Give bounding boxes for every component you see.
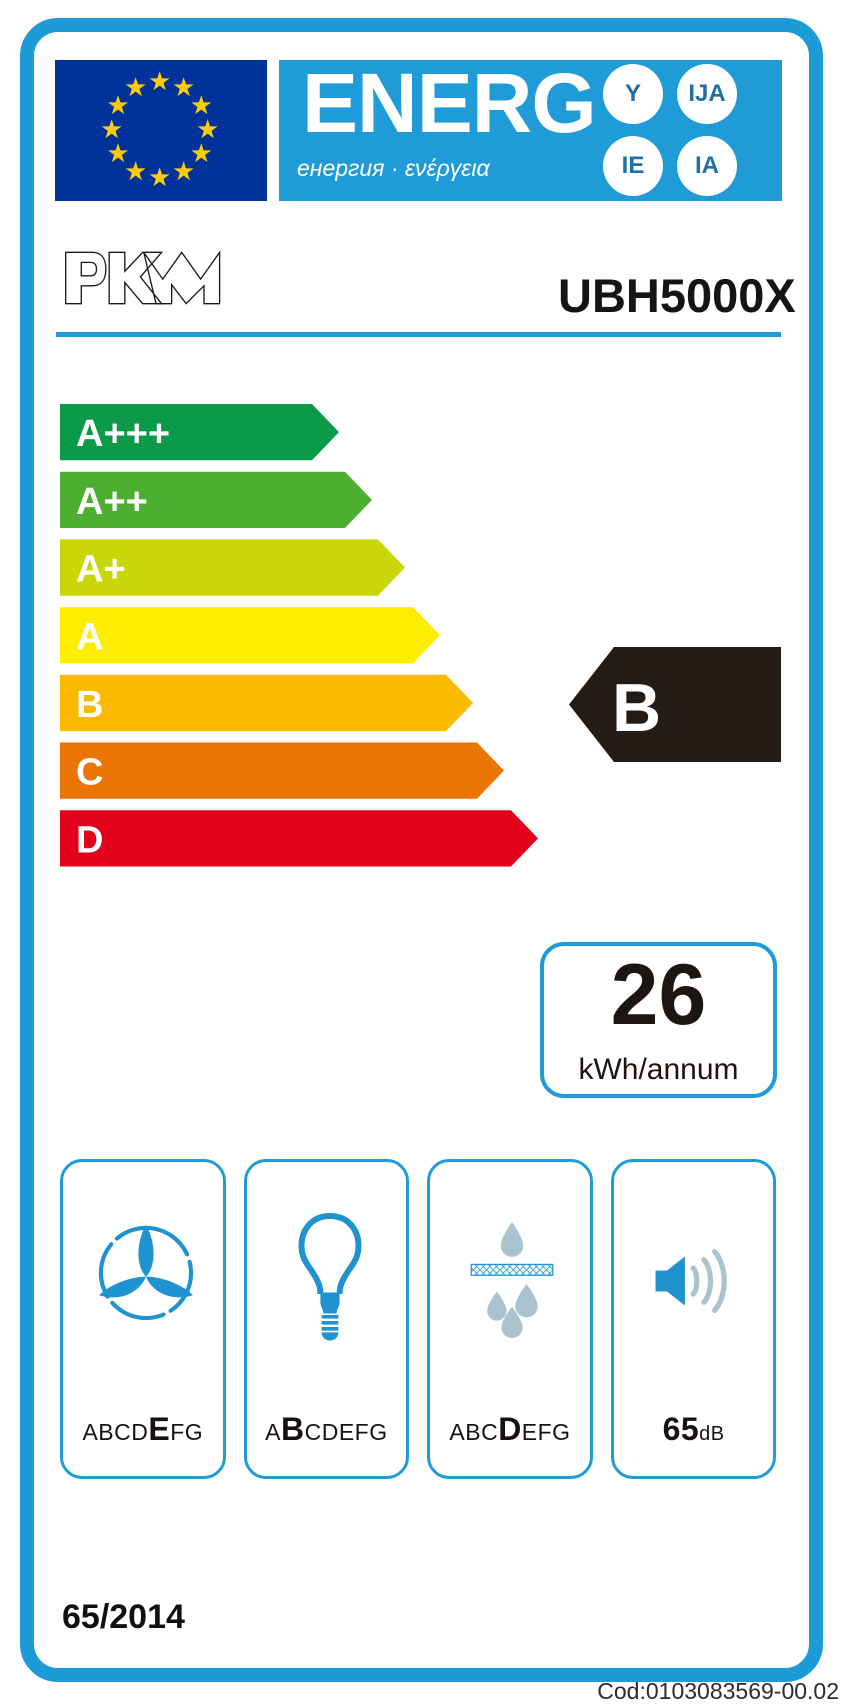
svg-text:A: A	[76, 616, 103, 658]
svg-text:A+++: A+++	[76, 413, 170, 455]
svg-text:A++: A++	[76, 481, 148, 523]
svg-text:D: D	[76, 819, 103, 861]
svg-text:C: C	[76, 752, 103, 794]
svg-text:B: B	[76, 684, 103, 726]
svg-text:A+: A+	[76, 549, 126, 591]
svg-text:B: B	[612, 670, 661, 746]
